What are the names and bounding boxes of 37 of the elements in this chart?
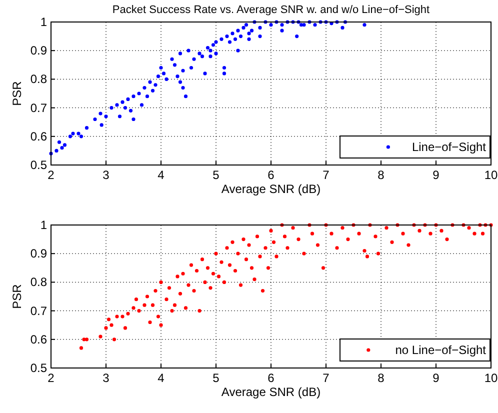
x-tick-label: 6 — [268, 371, 275, 385]
x-tick-label: 2 — [48, 371, 55, 385]
x-tick-label: 5 — [212, 168, 220, 182]
x-tick-label: 3 — [102, 371, 110, 385]
x-tick-label: 9 — [432, 371, 440, 385]
y-tick-label: 0.6 — [30, 129, 48, 144]
y-tick-label: 0.5 — [30, 361, 48, 375]
y-axis-title: PSR — [10, 80, 24, 106]
y-tick-label: 0.7 — [30, 304, 48, 318]
x-tick-label: 4 — [158, 168, 165, 182]
y-tick-label: 0.6 — [30, 332, 48, 346]
x-tick-label: 7 — [322, 168, 330, 182]
y-tick-label: 0.9 — [30, 44, 48, 58]
x-tick-label: 7 — [322, 371, 330, 385]
x-tick-label: 2 — [48, 168, 55, 182]
x-tick-label: 6 — [268, 168, 275, 182]
x-tick-label: 5 — [212, 371, 220, 385]
x-tick-label: 8 — [378, 168, 385, 182]
x-tick-label: 9 — [432, 168, 440, 182]
y-tick-label: 0.5 — [30, 158, 48, 172]
x-axis-title: Average SNR (dB) — [221, 182, 321, 196]
legend-label: no Line−of−Sight — [395, 343, 487, 357]
x-tick-label: 3 — [102, 168, 110, 182]
y-tick-label: 1 — [40, 15, 48, 29]
x-tick-label: 10 — [484, 168, 498, 182]
x-tick-label: 4 — [158, 371, 165, 385]
y-tick-label: 0.7 — [30, 100, 48, 115]
x-axis-title: Average SNR (dB) — [221, 385, 321, 399]
legend-label: Line−of−Sight — [412, 140, 487, 154]
y-tick-label: 0.9 — [30, 246, 48, 261]
chart-title: Packet Success Rate vs. Average SNR w. and w/o Line−of−Sight — [112, 4, 430, 16]
y-tick-label: 0.8 — [30, 72, 48, 86]
x-tick-label: 8 — [378, 371, 385, 385]
x-tick-label: 10 — [484, 371, 498, 385]
y-axis-title: PSR — [10, 284, 24, 309]
y-tick-label: 1 — [40, 218, 48, 232]
y-tick-label: 0.8 — [30, 275, 48, 290]
